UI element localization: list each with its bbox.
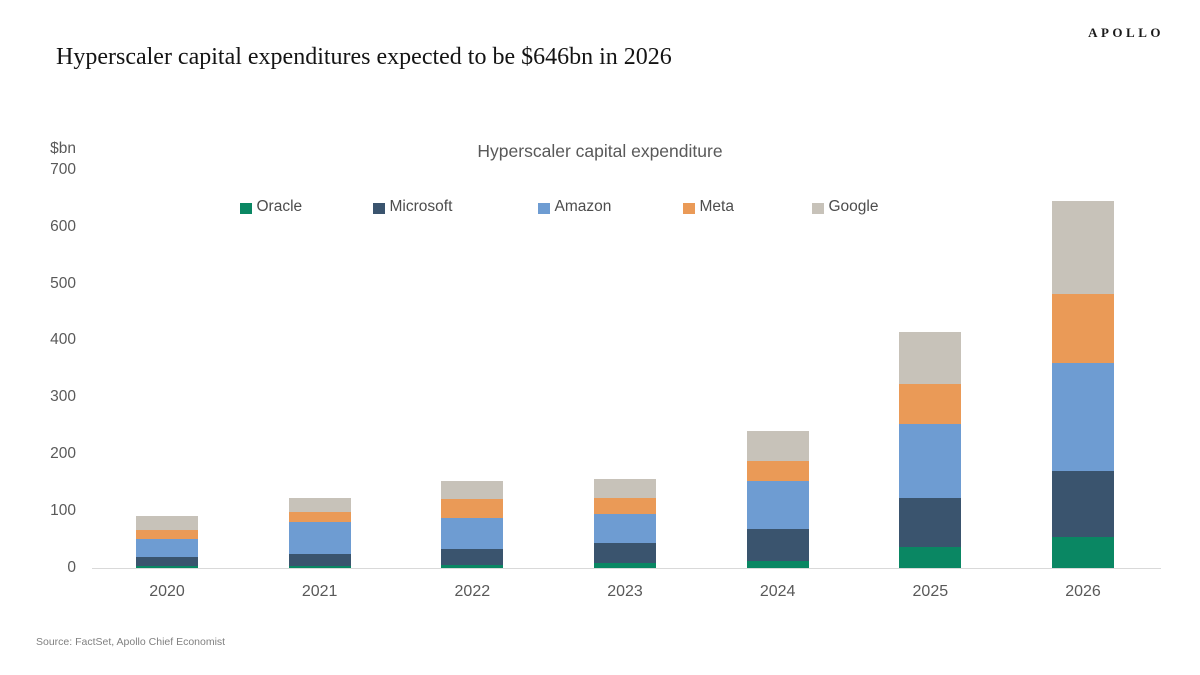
bar-segment-microsoft-2021 xyxy=(288,554,351,567)
bar-segment-amazon-2021 xyxy=(288,522,351,555)
apollo-logo: APOLLO xyxy=(1088,25,1164,40)
x-tick-label-2022: 2022 xyxy=(454,583,491,600)
bar-2021 xyxy=(288,498,351,568)
x-tick-label-2023: 2023 xyxy=(607,583,643,600)
legend-label: Google xyxy=(828,198,879,215)
legend-item-google: Google xyxy=(812,198,879,215)
bar-segment-amazon-2023 xyxy=(594,514,656,544)
bar-segment-microsoft-2025 xyxy=(899,497,962,548)
bar-segment-google-2021 xyxy=(288,498,351,513)
bar-segment-meta-2021 xyxy=(288,512,351,523)
bar-segment-meta-2022 xyxy=(441,499,504,518)
bar-segment-oracle-2024 xyxy=(746,560,809,568)
legend-marker-oracle xyxy=(240,202,252,214)
legend-item-amazon: Amazon xyxy=(538,198,612,215)
bar-segment-amazon-2020 xyxy=(136,538,198,557)
source-note: Source: FactSet, Apollo Chief Economist xyxy=(36,636,226,648)
bar-segment-amazon-2025 xyxy=(899,424,962,498)
bar-segment-google-2022 xyxy=(441,480,504,500)
legend-marker-amazon xyxy=(538,202,550,214)
y-tick-label-100: 100 xyxy=(50,501,76,519)
bar-2022 xyxy=(441,480,504,568)
legend-marker-microsoft xyxy=(373,202,385,214)
bar-segment-microsoft-2022 xyxy=(441,549,504,566)
x-tick-label-2021: 2021 xyxy=(301,583,338,600)
x-tick-label-2024: 2024 xyxy=(759,583,796,600)
y-tick-label-700: 700 xyxy=(50,161,76,178)
bar-segment-amazon-2024 xyxy=(746,481,809,529)
x-tick-label-2026: 2026 xyxy=(1065,583,1101,600)
legend-label: Meta xyxy=(699,198,734,215)
bar-segment-amazon-2026 xyxy=(1052,363,1114,471)
bar-segment-oracle-2023 xyxy=(594,562,656,568)
x-tick-label-2020: 2020 xyxy=(149,583,185,600)
y-tick-label-0: 0 xyxy=(67,558,76,576)
legend-label: Microsoft xyxy=(389,198,453,215)
chart-title: Hyperscaler capital expenditure xyxy=(477,141,723,161)
bar-segment-meta-2020 xyxy=(136,529,198,539)
bar-segment-microsoft-2023 xyxy=(594,543,656,563)
bar-segment-oracle-2020 xyxy=(136,566,198,568)
bar-segment-google-2026 xyxy=(1052,200,1114,294)
bar-2020 xyxy=(136,515,198,568)
y-tick-label-500: 500 xyxy=(50,274,76,292)
y-tick-label-400: 400 xyxy=(50,331,76,349)
x-tick-label-2025: 2025 xyxy=(912,583,949,600)
bar-segment-meta-2026 xyxy=(1052,293,1114,364)
bar-segment-google-2020 xyxy=(136,515,198,530)
legend-label: Oracle xyxy=(256,198,303,215)
y-tick-label-200: 200 xyxy=(50,444,76,462)
y-tick-label-600: 600 xyxy=(50,217,76,235)
bar-segment-microsoft-2026 xyxy=(1052,470,1114,537)
legend-item-microsoft: Microsoft xyxy=(373,198,453,215)
legend-item-meta: Meta xyxy=(683,198,734,215)
bar-2024 xyxy=(746,430,809,568)
bar-segment-oracle-2025 xyxy=(899,547,962,568)
bar-segment-meta-2025 xyxy=(899,384,962,425)
y-tick-label-300: 300 xyxy=(50,388,76,406)
bar-segment-oracle-2022 xyxy=(441,565,504,568)
bar-segment-meta-2023 xyxy=(594,497,656,515)
x-axis-line xyxy=(92,567,1161,569)
bar-2025 xyxy=(899,331,962,568)
legend-marker-meta xyxy=(683,202,695,214)
bar-segment-microsoft-2020 xyxy=(136,556,198,567)
bar-2026 xyxy=(1052,200,1114,568)
bar-segment-google-2025 xyxy=(899,331,962,385)
bar-segment-google-2023 xyxy=(594,478,656,498)
y-axis-unit-label: $bn xyxy=(50,140,76,157)
legend-item-oracle: Oracle xyxy=(240,198,303,215)
legend-marker-google xyxy=(812,202,824,214)
bar-2023 xyxy=(594,478,656,568)
legend-label: Amazon xyxy=(554,198,612,215)
bar-segment-meta-2024 xyxy=(746,460,809,482)
bar-segment-google-2024 xyxy=(746,430,809,461)
bar-segment-amazon-2022 xyxy=(441,517,504,550)
page-title: Hyperscaler capital expenditures expecte… xyxy=(56,44,672,70)
bar-segment-microsoft-2024 xyxy=(746,528,809,561)
bar-segment-oracle-2026 xyxy=(1052,536,1114,568)
bar-segment-oracle-2021 xyxy=(288,566,351,568)
